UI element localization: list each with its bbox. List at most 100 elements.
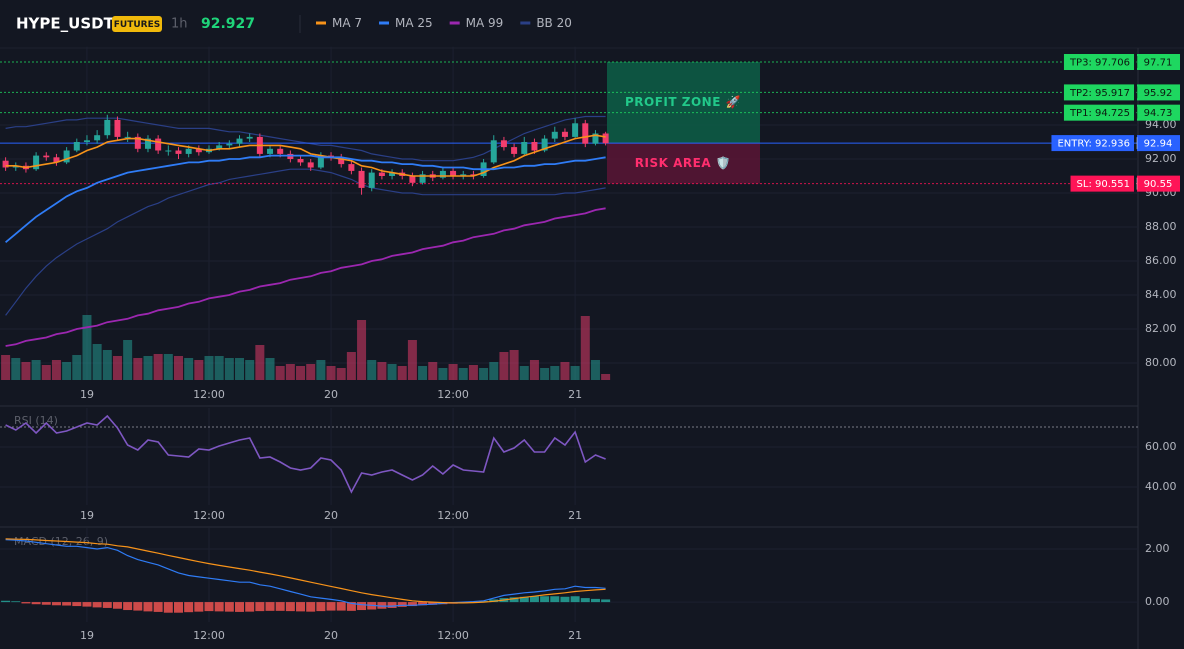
legend-label: MA 7 [332,16,362,30]
volume-bar [265,358,275,380]
macd-histogram-bar [275,602,285,611]
candle-body [155,138,162,151]
badge: FUTURES [114,20,160,30]
volume-bar [163,354,173,380]
candle-body [175,150,182,154]
level-axis-label-bg [1137,53,1180,70]
x-tick-label: 19 [80,629,94,642]
macd-histogram-bar [519,596,529,603]
last-price: 92.927 [201,16,255,32]
volume-bar [102,350,112,380]
volume-bar [357,320,367,380]
signal-line [5,538,606,604]
level-label: TP1: 94.725 [1069,108,1130,119]
candle-body [83,140,90,142]
level-axis-label-bg [1137,175,1180,192]
macd-histogram-bar [82,602,92,607]
level-label-bg [1051,135,1134,152]
y-tick-label: 92.00 [1145,152,1177,165]
macd-histogram-bar [204,602,214,612]
macd-histogram-bar [570,596,580,603]
candle-body [236,138,243,144]
y-tick-label: 2.00 [1145,542,1170,555]
legend-label: BB 20 [536,16,572,30]
candle-body [94,135,101,141]
volume-bar [529,360,539,380]
level-label: ENTRY: 92.936 [1057,139,1130,150]
macd-histogram-bar [102,602,112,608]
candle-body [317,155,324,168]
level-label-bg [1070,175,1134,192]
candle-body [389,172,396,176]
volume-bar [590,360,600,380]
x-tick-label: 19 [80,509,94,522]
x-tick-label: 21 [568,509,582,522]
candle-body [33,155,40,170]
volume-bar [255,345,265,380]
macd-histogram-bar [580,598,590,603]
volume-bar [82,315,92,380]
volume-bar [458,368,468,380]
macd-histogram-bar [397,602,407,607]
x-tick-label: 21 [568,629,582,642]
volume-bar [428,362,438,380]
ma-line [5,207,606,347]
macd-line [5,539,606,607]
volume-bar [72,355,82,380]
volume-bar [62,362,72,380]
candle-body [531,142,538,151]
zone [607,143,760,184]
candle-body [378,172,385,176]
macd-histogram-bar [346,602,356,611]
y-tick-label: 82.00 [1145,322,1177,335]
legend-label: MA 25 [395,16,433,30]
volume-bar [479,368,489,380]
volume-bar [570,366,580,380]
candle-body [134,136,141,149]
volume-bar [560,362,570,380]
x-tick-label: 12:00 [437,388,469,401]
ma-line [5,154,606,243]
volume-bar [1,355,11,380]
level-axis-label-bg [1137,104,1180,121]
y-tick-label: 86.00 [1145,254,1177,267]
macd-histogram-bar [285,602,295,612]
candle-body [267,148,274,154]
volume-bar [346,352,356,380]
macd-histogram-bar [31,602,41,605]
volume-bar [418,366,428,380]
volume-bar [285,364,295,380]
macd-histogram-bar [601,599,611,603]
candle-body [551,131,558,139]
candle-body [246,136,253,139]
candle-body [602,133,609,144]
candle-body [500,140,507,148]
candle-body [297,159,304,163]
rsi-line [5,414,606,494]
volume-bar [275,366,285,380]
candle-body [144,138,151,149]
volume-bar [326,366,336,380]
candle-body [277,148,284,154]
macd-histogram-bar [224,602,234,612]
candle-body [226,143,233,146]
x-tick-label: 19 [80,388,94,401]
ma-line [5,134,606,177]
y-tick-label: 80.00 [1145,356,1177,369]
zone-label: RISK AREA 🛡️ [635,156,731,170]
macd-histogram-bar [387,602,397,608]
y-tick-label: 40.00 [1145,480,1177,493]
volume-bar [407,340,417,380]
volume-bar [245,360,255,380]
candle-body [409,176,416,183]
macd-histogram-bar [326,602,336,611]
volume-bar [397,366,407,380]
level-label: SL: 90.551 [1077,179,1130,190]
candle-body [338,157,345,165]
candle-body [114,119,121,137]
macd-histogram-bar [112,602,122,609]
level-axis-label: 94.73 [1144,108,1173,119]
